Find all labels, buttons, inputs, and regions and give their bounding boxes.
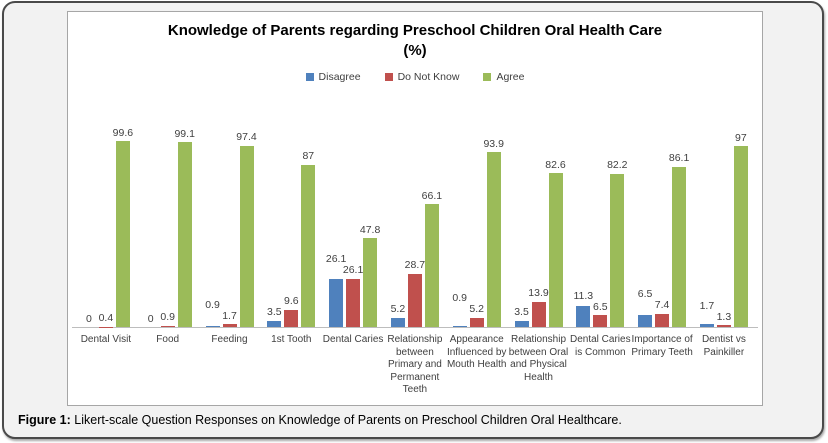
bar-value-label: 82.6 (545, 158, 566, 171)
bar (638, 315, 653, 328)
bar-value-label: 1.3 (716, 310, 732, 323)
bar-value-label: 0 (85, 313, 92, 325)
bar-value-label: 66.1 (421, 189, 443, 202)
bar (239, 145, 254, 328)
bar-value-label: 0 (147, 313, 154, 325)
x-axis-line (72, 327, 758, 328)
bar-value-label: 86.1 (668, 152, 690, 165)
bar-value-label: 6.5 (637, 288, 653, 301)
bar-value-label: 26.1 (342, 264, 364, 277)
bar (222, 324, 237, 328)
bar (363, 238, 378, 328)
bar (593, 315, 608, 328)
bar-value-label: 87 (302, 150, 315, 163)
category-label: Appearance Influenced by Mouth Health (446, 334, 507, 370)
category-label: Feeding (211, 334, 248, 345)
bar-value-label: 5.2 (469, 303, 484, 316)
bar-value-label: 0.9 (205, 298, 220, 311)
bar-value-label: 99.6 (112, 126, 134, 139)
category-label: Dental Caries (322, 334, 384, 345)
bar-value-label: 1.7 (699, 299, 715, 312)
legend-label: Disagree (318, 71, 361, 83)
bar-value-label: 3.5 (266, 306, 282, 319)
bar (672, 166, 687, 328)
bar-value-label: 97.4 (236, 131, 257, 144)
bar (267, 320, 282, 328)
category-label: Importance of Primary Teeth (631, 334, 693, 358)
bar (610, 173, 625, 328)
bar (486, 152, 501, 328)
bar (329, 278, 344, 328)
bar (733, 146, 748, 328)
bar (390, 317, 405, 328)
legend-label: Do Not Know (397, 71, 460, 83)
bar (655, 313, 670, 328)
bar-value-label: 13.9 (528, 287, 549, 300)
figure-caption-text: Likert-scale Question Responses on Knowl… (70, 413, 622, 427)
legend-item: Disagree (305, 71, 361, 83)
bar-value-label: 28.7 (404, 259, 426, 272)
category-label: Dentist vs Painkiller (701, 334, 746, 358)
bar (576, 306, 591, 328)
bar (115, 141, 130, 328)
legend-color-swatch-icon (384, 73, 393, 81)
chart-legend: Disagree Do Not Know Agree (68, 71, 762, 83)
bar (284, 309, 299, 328)
bar (531, 301, 546, 328)
legend-color-swatch-icon (305, 73, 314, 81)
bar-value-label: 5.2 (390, 303, 406, 316)
bar-value-label: 1.7 (222, 309, 237, 322)
bar (716, 325, 731, 328)
chart-area: Knowledge of Parents regarding Preschool… (67, 11, 763, 406)
category-label: Relationship between Primary and Permane… (387, 334, 443, 395)
category-label: Dental Visit (80, 334, 132, 345)
bar-value-label: 0.4 (98, 312, 114, 325)
bar (98, 326, 113, 328)
bar (452, 325, 467, 328)
bar-value-label: 93.9 (483, 137, 504, 150)
bar (346, 278, 361, 328)
bar (514, 320, 529, 328)
bar-value-label: 47.8 (359, 223, 381, 236)
bar (424, 204, 439, 328)
plot-area: 0 0.4 99.6 Dental Visit 0 0.9 99.1 Food 0.9 1.7 97… (68, 12, 762, 405)
bar (407, 273, 422, 328)
chart-title: Knowledge of Parents regarding Preschool… (167, 22, 663, 59)
bar-value-label: 82.2 (607, 159, 628, 172)
bar (699, 324, 714, 328)
figure-caption: Figure 1: Likert-scale Question Response… (18, 412, 808, 428)
bar (205, 325, 220, 328)
bar-value-label: 3.5 (514, 306, 529, 319)
bar-value-label: 26.1 (325, 253, 347, 266)
category-label: 1st Tooth (271, 334, 312, 345)
bar-value-label: 97 (735, 131, 747, 144)
legend-item: Agree (483, 71, 524, 83)
bar (301, 164, 316, 328)
bar-value-label: 9.6 (283, 295, 299, 308)
bar-value-label: 6.5 (592, 300, 608, 313)
bar-value-label: 99.1 (174, 127, 195, 140)
category-label: Food (156, 334, 180, 345)
category-label: Dental Caries is Common (570, 334, 631, 358)
bar (160, 325, 175, 328)
bar-value-label: 7.4 (654, 299, 670, 312)
figure-caption-label: Figure 1: (18, 413, 71, 427)
legend-color-swatch-icon (483, 73, 492, 81)
bar (177, 142, 192, 328)
bar (469, 317, 484, 328)
bar (548, 173, 563, 328)
bar-value-label: 0.9 (452, 292, 467, 305)
category-label: Relationship between Oral and Physical H… (508, 334, 569, 383)
legend-item: Do Not Know (384, 71, 460, 83)
bar-value-label: 0.9 (160, 311, 175, 324)
bar-value-label: 11.3 (573, 289, 594, 302)
legend-label: Agree (496, 71, 525, 83)
